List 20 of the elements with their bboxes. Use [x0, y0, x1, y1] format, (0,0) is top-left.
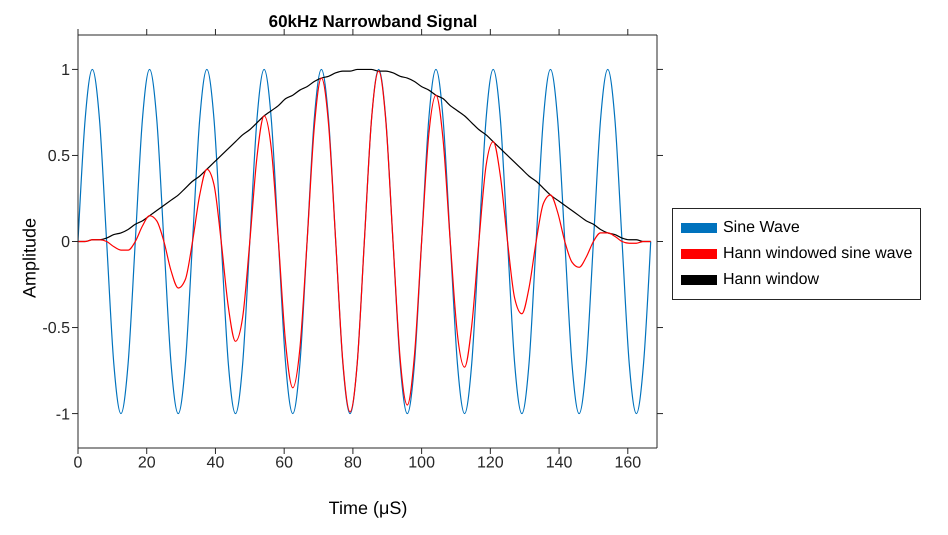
x-tick-label: 60	[275, 454, 294, 472]
x-tick-label: 120	[476, 454, 504, 472]
y-tick-label: -1	[56, 406, 70, 424]
legend-label: Sine Wave	[723, 219, 800, 237]
x-tick-label: 80	[344, 454, 362, 472]
y-tick-label: -0.5	[42, 320, 70, 338]
y-tick-label: 0	[61, 234, 70, 252]
x-tick-label: 160	[614, 454, 642, 472]
legend-label: Hann window	[723, 271, 820, 289]
x-tick-label: 20	[138, 454, 156, 472]
x-tick-label: 40	[206, 454, 224, 472]
x-tick-label: 100	[408, 454, 436, 472]
y-tick-label: 0.5	[48, 148, 70, 166]
x-tick-label: 0	[74, 454, 83, 472]
y-tick-label: 1	[61, 62, 70, 80]
y-axis-title: Amplitude	[20, 218, 40, 298]
chart-title: 60kHz Narrowband Signal	[268, 12, 478, 32]
x-axis-title: Time (μS)	[328, 498, 408, 519]
x-tick-label: 140	[546, 454, 573, 472]
legend-label: Hann windowed sine wave	[723, 245, 912, 263]
